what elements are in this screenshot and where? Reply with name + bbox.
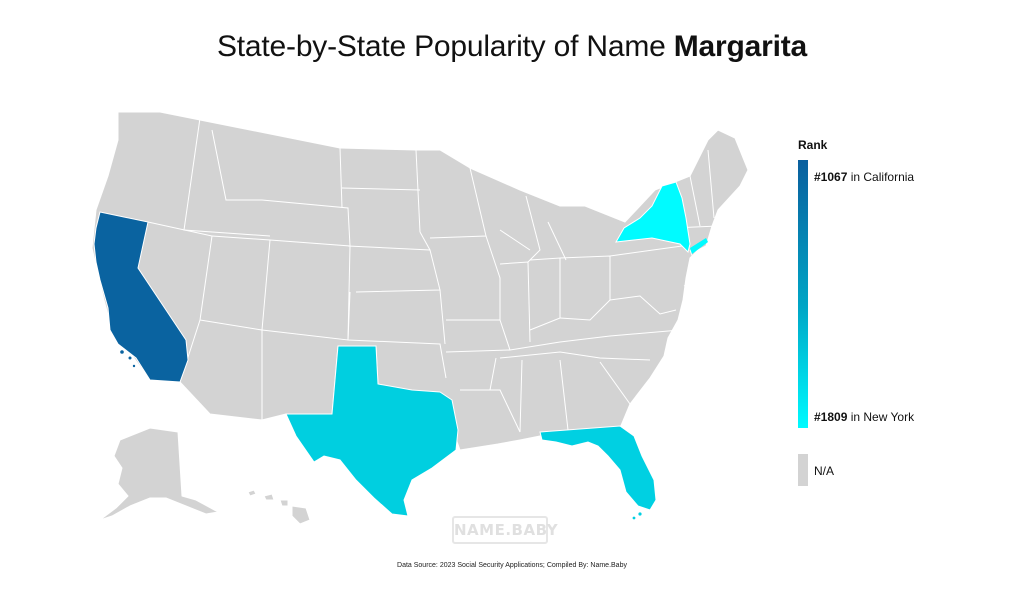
legend-title: Rank [798,138,828,152]
legend-bottom-state: in New York [850,410,915,424]
legend-bottom-rank: #1809 [814,410,848,424]
state-texas [285,345,459,517]
chart-title: State-by-State Popularity of Name Margar… [0,30,1024,64]
legend-na-label: N/A [814,464,835,478]
state-hawaii [247,489,311,525]
legend-top-state: in California [850,170,915,184]
data-source-note: Data Source: 2023 Social Security Applic… [397,562,627,569]
title-prefix: State-by-State Popularity of Name [216,30,666,63]
legend-gradient-bar [798,160,808,428]
florida-keys-1 [638,512,642,516]
legend-bottom-label: #1809 in New York [814,410,914,424]
state-florida [539,425,657,511]
legend-top-label: #1067 in California [814,170,914,184]
state-california [93,211,189,383]
state-borders [147,117,719,433]
name-baby-watermark: NAME.BABY [452,516,558,544]
title-name: Margarita [673,30,807,63]
legend-na-swatch [798,454,808,486]
channel-island-1 [120,350,124,354]
channel-island-3 [132,364,136,368]
florida-keys-2 [632,516,636,520]
state-new-york-long-island [690,238,708,254]
channel-island-2 [128,356,132,360]
state-alaska [99,427,219,521]
state-new-york [615,181,691,253]
legend-top-rank: #1067 [814,170,848,184]
